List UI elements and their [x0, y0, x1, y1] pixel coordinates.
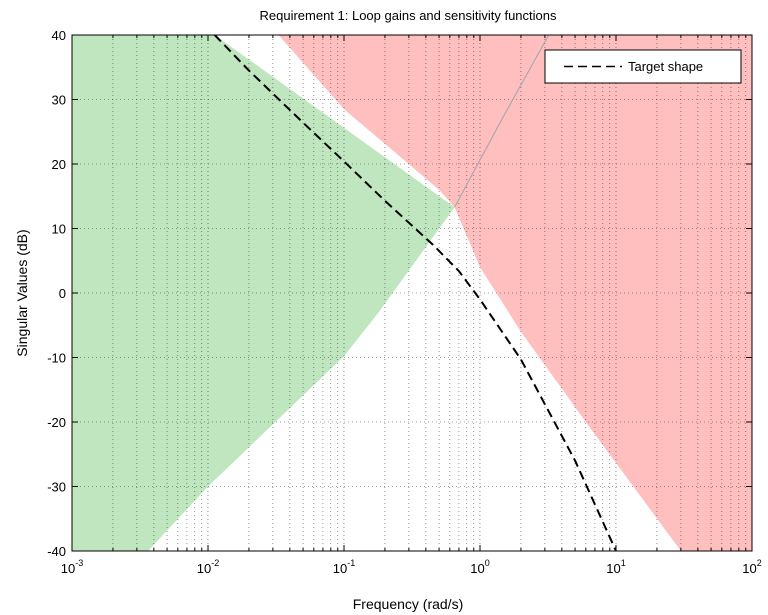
ticks: 10-3 10-2 10-1 100 101 102403020100-10-20-30-… [47, 28, 762, 576]
region-green [72, 35, 455, 551]
region-red [278, 35, 752, 551]
legend-entry: Target shape [628, 59, 703, 74]
legend-box [544, 49, 742, 84]
y-tick-label: -20 [47, 415, 66, 430]
y-tick-label: -10 [47, 351, 66, 366]
x-tick-label: 101 [606, 558, 625, 576]
regions [72, 35, 752, 551]
thin-curve [454, 34, 550, 208]
y-tick-label: 20 [52, 157, 66, 172]
x-tick-label: 102 [742, 558, 761, 576]
series-line-target-shape [213, 34, 617, 552]
legend: Target shape [544, 49, 742, 84]
x-tick-label: 10-3 [61, 558, 83, 576]
series [213, 34, 617, 552]
y-tick-label: 40 [52, 28, 66, 43]
grid [72, 35, 752, 551]
plot-area: 10-3 10-2 10-1 100 101 102403020100-10-20-30-… [47, 28, 762, 576]
chart-title: Requirement 1: Loop gains and sensitivit… [259, 8, 557, 23]
x-tick-label: 10-2 [197, 558, 219, 576]
x-tick-label: 10-1 [333, 558, 355, 576]
x-tick-label: 100 [470, 558, 489, 576]
y-tick-label: 10 [52, 222, 66, 237]
y-tick-label: -40 [47, 544, 66, 559]
x-axis-label: Frequency (rad/s) [353, 596, 463, 612]
y-tick-label: 0 [59, 286, 66, 301]
y-tick-label: -30 [47, 480, 66, 495]
y-axis-label: Singular Values (dB) [14, 229, 30, 356]
y-tick-label: 30 [52, 93, 66, 108]
